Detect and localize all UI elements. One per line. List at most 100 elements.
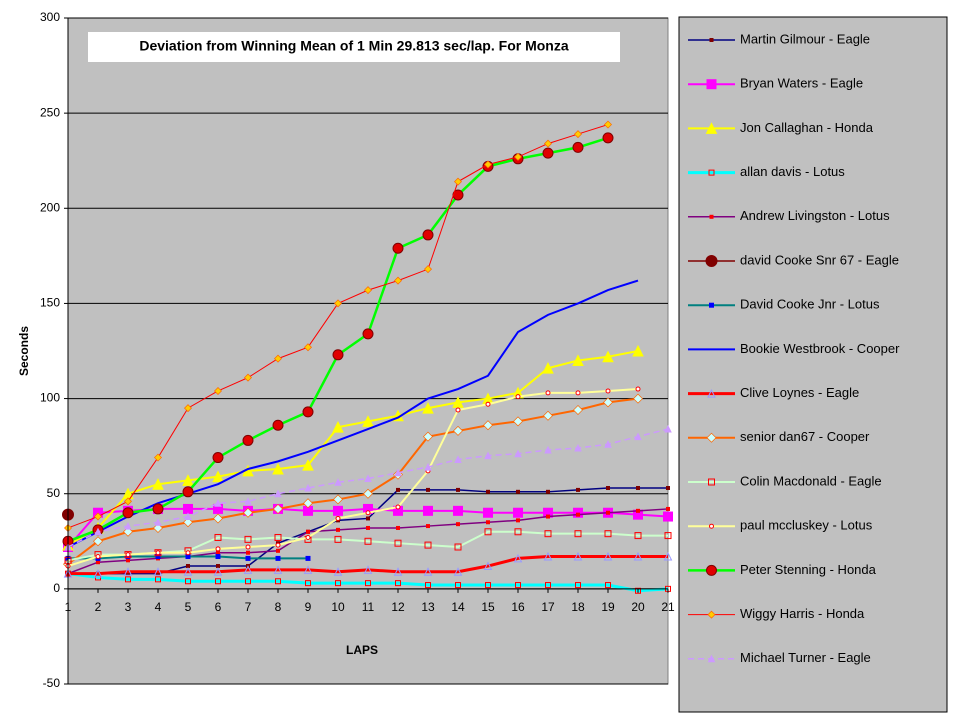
marker bbox=[363, 488, 373, 499]
legend-label: Wiggy Harris - Honda bbox=[740, 606, 865, 621]
series-line bbox=[67, 572, 669, 593]
marker bbox=[95, 554, 101, 560]
marker bbox=[706, 564, 717, 576]
marker bbox=[184, 512, 192, 521]
marker bbox=[544, 530, 552, 538]
marker bbox=[124, 521, 132, 530]
marker bbox=[603, 551, 613, 561]
marker bbox=[514, 152, 522, 161]
x-tick-label: 7 bbox=[245, 600, 252, 614]
marker bbox=[707, 654, 716, 663]
marker bbox=[366, 516, 370, 521]
marker bbox=[122, 507, 134, 519]
marker bbox=[395, 504, 401, 510]
y-tick-label: 200 bbox=[40, 200, 60, 214]
x-tick-label: 3 bbox=[125, 600, 132, 614]
marker bbox=[573, 404, 583, 415]
marker bbox=[666, 506, 670, 511]
marker bbox=[245, 555, 251, 561]
marker bbox=[602, 132, 614, 144]
marker bbox=[516, 489, 520, 494]
marker bbox=[335, 580, 341, 587]
marker bbox=[634, 532, 642, 540]
marker bbox=[663, 551, 673, 561]
marker bbox=[302, 406, 314, 418]
marker bbox=[366, 525, 370, 530]
series-line bbox=[67, 397, 639, 565]
marker bbox=[332, 349, 344, 361]
legend-label: allan davis - Lotus bbox=[740, 164, 845, 179]
marker bbox=[364, 474, 372, 482]
marker bbox=[246, 550, 250, 555]
marker bbox=[708, 169, 715, 176]
marker bbox=[182, 486, 194, 498]
legend-label: senior dan67 - Cooper bbox=[740, 429, 870, 444]
marker bbox=[304, 343, 312, 352]
marker bbox=[663, 511, 673, 522]
marker bbox=[183, 503, 193, 514]
x-tick-label: 5 bbox=[185, 600, 192, 614]
marker bbox=[515, 582, 521, 589]
marker bbox=[243, 565, 253, 574]
marker bbox=[455, 582, 461, 589]
marker bbox=[636, 486, 640, 491]
marker bbox=[213, 513, 223, 524]
marker bbox=[216, 550, 220, 555]
marker bbox=[125, 552, 131, 558]
marker bbox=[362, 415, 374, 427]
marker bbox=[709, 214, 714, 219]
marker bbox=[456, 487, 460, 492]
marker bbox=[574, 530, 582, 538]
marker bbox=[542, 362, 554, 374]
marker bbox=[424, 462, 432, 471]
y-tick-label: 50 bbox=[47, 486, 61, 500]
y-tick-label: 250 bbox=[40, 105, 60, 119]
marker bbox=[545, 582, 551, 589]
marker bbox=[425, 582, 431, 589]
marker bbox=[302, 459, 314, 471]
marker bbox=[483, 420, 493, 431]
marker bbox=[709, 302, 714, 308]
marker bbox=[392, 242, 404, 254]
legend-label: David Cooke Jnr - Lotus bbox=[740, 297, 880, 312]
series-line bbox=[67, 279, 639, 548]
x-tick-label: 20 bbox=[631, 600, 645, 614]
marker bbox=[94, 527, 102, 536]
marker bbox=[245, 578, 251, 585]
marker bbox=[422, 401, 434, 414]
marker bbox=[605, 388, 611, 394]
marker bbox=[215, 546, 221, 552]
marker bbox=[216, 564, 220, 569]
marker bbox=[513, 507, 523, 518]
marker bbox=[454, 177, 462, 186]
marker bbox=[394, 468, 402, 477]
marker bbox=[572, 141, 584, 153]
legend-label: Bryan Waters - Eagle bbox=[740, 76, 863, 91]
legend-label: Clive Loynes - Eagle bbox=[740, 385, 859, 400]
marker bbox=[275, 555, 281, 561]
marker bbox=[244, 497, 252, 505]
y-tick-label: 150 bbox=[40, 296, 60, 310]
marker bbox=[333, 567, 343, 576]
marker bbox=[423, 431, 433, 442]
marker bbox=[155, 550, 161, 556]
x-tick-label: 19 bbox=[601, 600, 615, 614]
marker bbox=[513, 416, 523, 427]
marker bbox=[152, 478, 164, 490]
x-tick-label: 4 bbox=[155, 600, 162, 614]
y-tick-label: 300 bbox=[40, 10, 60, 24]
marker bbox=[546, 514, 550, 519]
marker bbox=[666, 486, 670, 491]
marker bbox=[484, 160, 492, 169]
marker bbox=[456, 522, 460, 527]
marker bbox=[453, 567, 463, 576]
marker bbox=[455, 407, 461, 413]
x-tick-label: 15 bbox=[481, 600, 495, 614]
marker bbox=[274, 533, 282, 541]
marker bbox=[426, 487, 430, 492]
marker bbox=[273, 565, 283, 574]
marker bbox=[124, 497, 132, 506]
x-tick-label: 9 bbox=[305, 600, 312, 614]
x-tick-label: 18 bbox=[571, 600, 585, 614]
marker bbox=[272, 419, 284, 431]
